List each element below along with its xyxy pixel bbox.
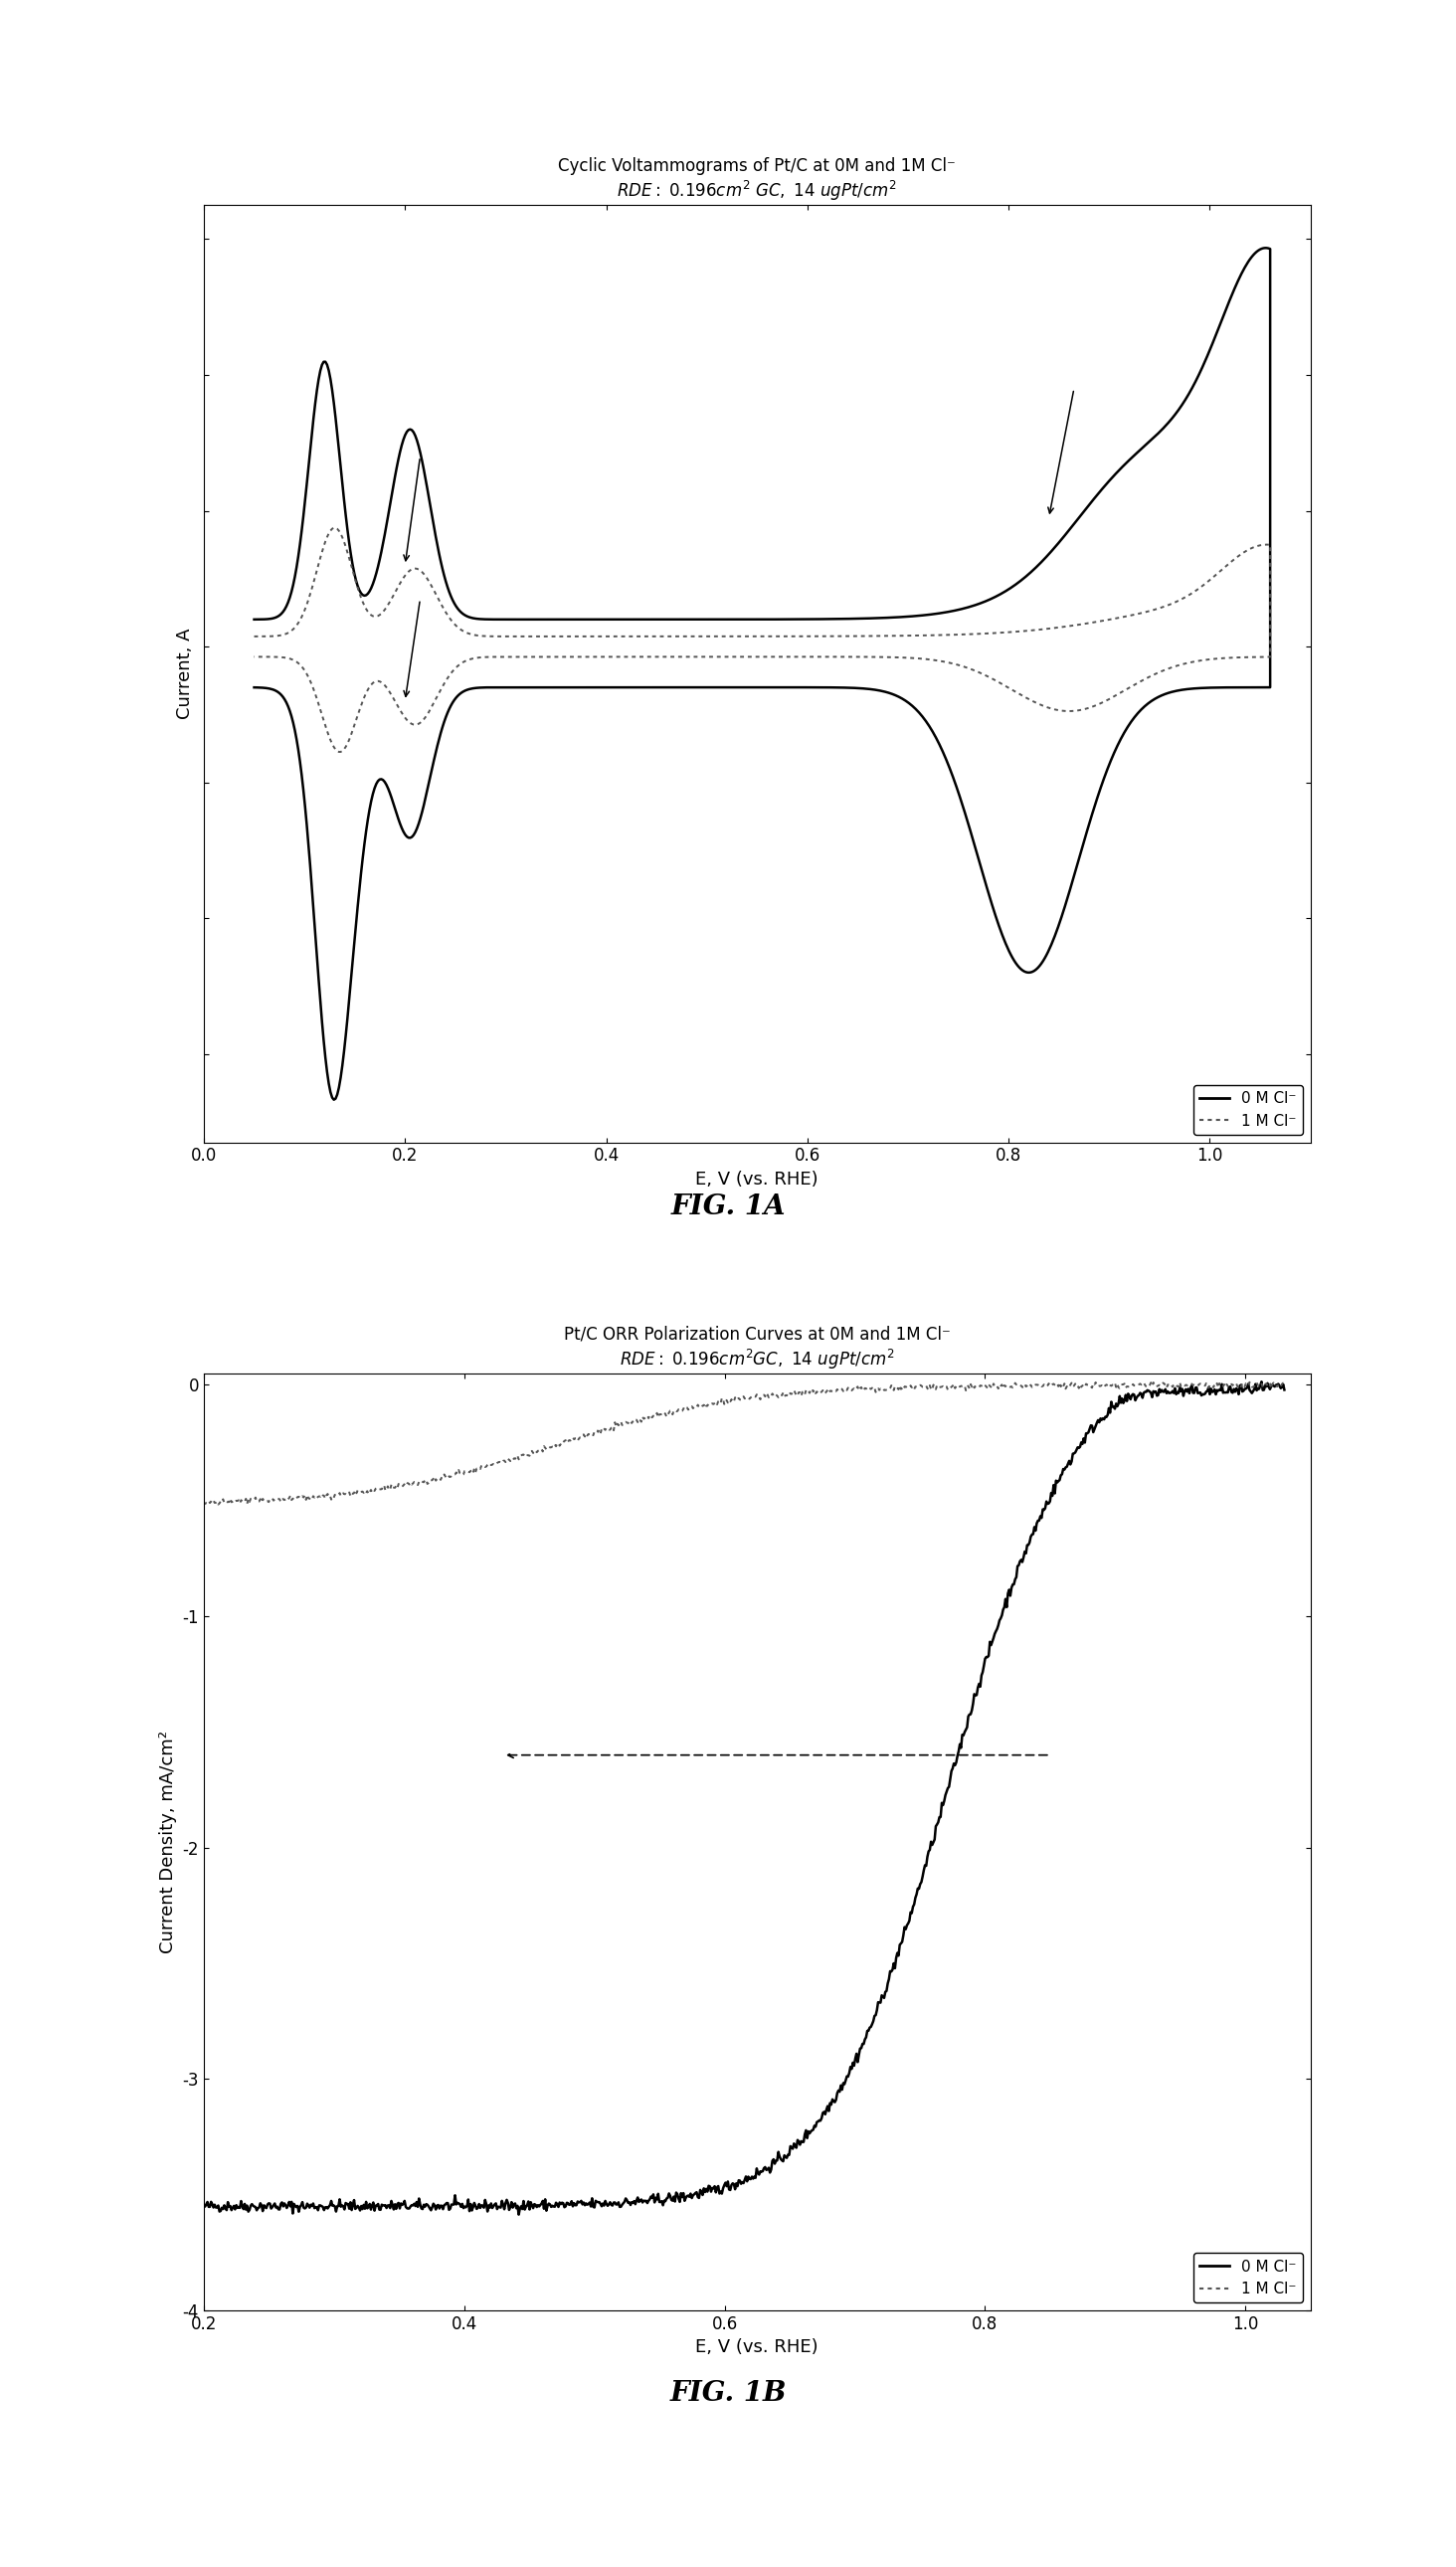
Legend: 0 M Cl⁻, 1 M Cl⁻: 0 M Cl⁻, 1 M Cl⁻ [1192, 2254, 1303, 2303]
X-axis label: E, V (vs. RHE): E, V (vs. RHE) [696, 2339, 818, 2357]
Title: Cyclic Voltammograms of Pt/C at 0M and 1M Cl⁻
$\mathit{RDE:\ 0.196cm^2\ GC,\ 14\: Cyclic Voltammograms of Pt/C at 0M and 1… [558, 157, 957, 203]
Y-axis label: Current Density, mA/cm²: Current Density, mA/cm² [159, 1730, 178, 1953]
X-axis label: E, V (vs. RHE): E, V (vs. RHE) [696, 1171, 818, 1189]
Legend: 0 M Cl⁻, 1 M Cl⁻: 0 M Cl⁻, 1 M Cl⁻ [1192, 1086, 1303, 1135]
Text: FIG. 1B: FIG. 1B [670, 2380, 786, 2405]
Title: Pt/C ORR Polarization Curves at 0M and 1M Cl⁻
$\mathit{RDE:\ 0.196cm^2GC,\ 14\ u: Pt/C ORR Polarization Curves at 0M and 1… [563, 1325, 951, 1371]
Y-axis label: Current, A: Current, A [176, 629, 194, 719]
Text: FIG. 1A: FIG. 1A [671, 1194, 785, 1219]
